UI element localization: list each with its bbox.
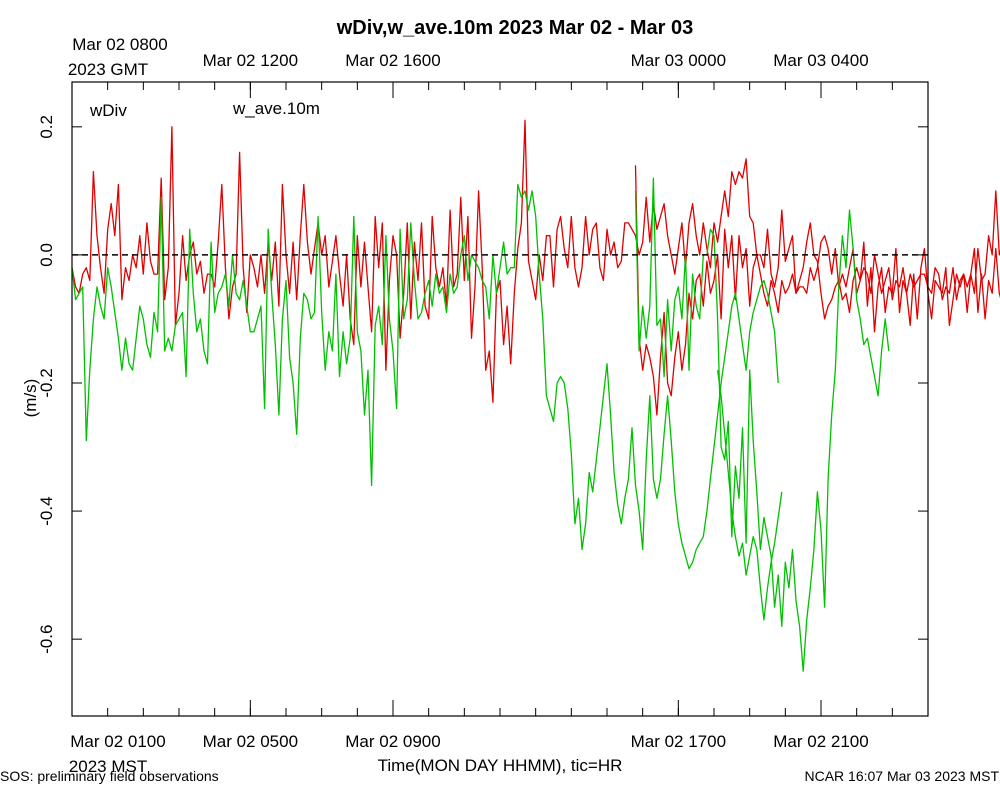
top-axis-corner-label-line1: Mar 02 0800 xyxy=(72,35,167,54)
top-tick-label-1: Mar 02 1600 xyxy=(345,51,440,70)
bottom-axis-tick-labels: Mar 02 0500 Mar 02 0900 Mar 02 1700 Mar 02 … xyxy=(203,732,869,751)
top-tick-label-3: Mar 03 0400 xyxy=(773,51,868,70)
legend-entry-wdiv: wDiv xyxy=(89,101,127,120)
y-axis-title: (m/s) xyxy=(21,379,40,418)
top-axis-corner-label-line2: 2023 GMT xyxy=(68,60,148,79)
chart-title: wDiv,w_ave.10m 2023 Mar 02 - Mar 03 xyxy=(336,17,694,39)
footer-right-timestamp: NCAR 16:07 Mar 03 2023 MST xyxy=(804,768,999,784)
y-tick-label-0: 0.2 xyxy=(37,115,56,139)
series-line-1-segment-1 xyxy=(634,177,890,672)
y-tick-label-2: -0.2 xyxy=(37,368,56,397)
footer-left-note: SOS: preliminary field observations xyxy=(0,768,219,784)
plot-area xyxy=(71,81,1000,717)
bottom-tick-label-0: Mar 02 0500 xyxy=(203,732,298,751)
legend-entry-w-ave-10m: w_ave.10m xyxy=(232,99,320,118)
series-line-0-segment-0 xyxy=(71,119,1000,403)
bottom-tick-label-3: Mar 02 2100 xyxy=(773,732,868,751)
y-tick-label-4: -0.6 xyxy=(37,625,56,654)
bottom-tick-label-1: Mar 02 0900 xyxy=(345,732,440,751)
axis-ticks xyxy=(71,82,929,716)
y-tick-label-3: -0.4 xyxy=(37,496,56,525)
series-line-1-segment-0 xyxy=(71,183,779,570)
y-tick-label-1: 0.0 xyxy=(37,243,56,267)
x-axis-title: Time(MON DAY HHMM), tic=HR xyxy=(378,756,623,775)
bottom-axis-corner-label-line2: 2023 MST xyxy=(69,757,147,776)
y-axis-tick-labels: 0.2 0.0 -0.2 -0.4 -0.6 xyxy=(37,115,56,654)
top-tick-label-0: Mar 02 1200 xyxy=(203,51,298,70)
series-line-1-segment-2 xyxy=(716,370,783,621)
bottom-axis-corner-label-line1: Mar 02 0100 xyxy=(70,732,165,751)
top-tick-label-2: Mar 03 0000 xyxy=(631,51,726,70)
series-line-0-segment-1 xyxy=(634,165,1000,416)
series-layer xyxy=(71,119,1000,672)
plot-frame xyxy=(71,81,929,717)
bottom-tick-label-2: Mar 02 1700 xyxy=(631,732,726,751)
top-axis-tick-labels: Mar 02 1200 Mar 02 1600 Mar 03 0000 Mar 03 … xyxy=(203,51,869,70)
